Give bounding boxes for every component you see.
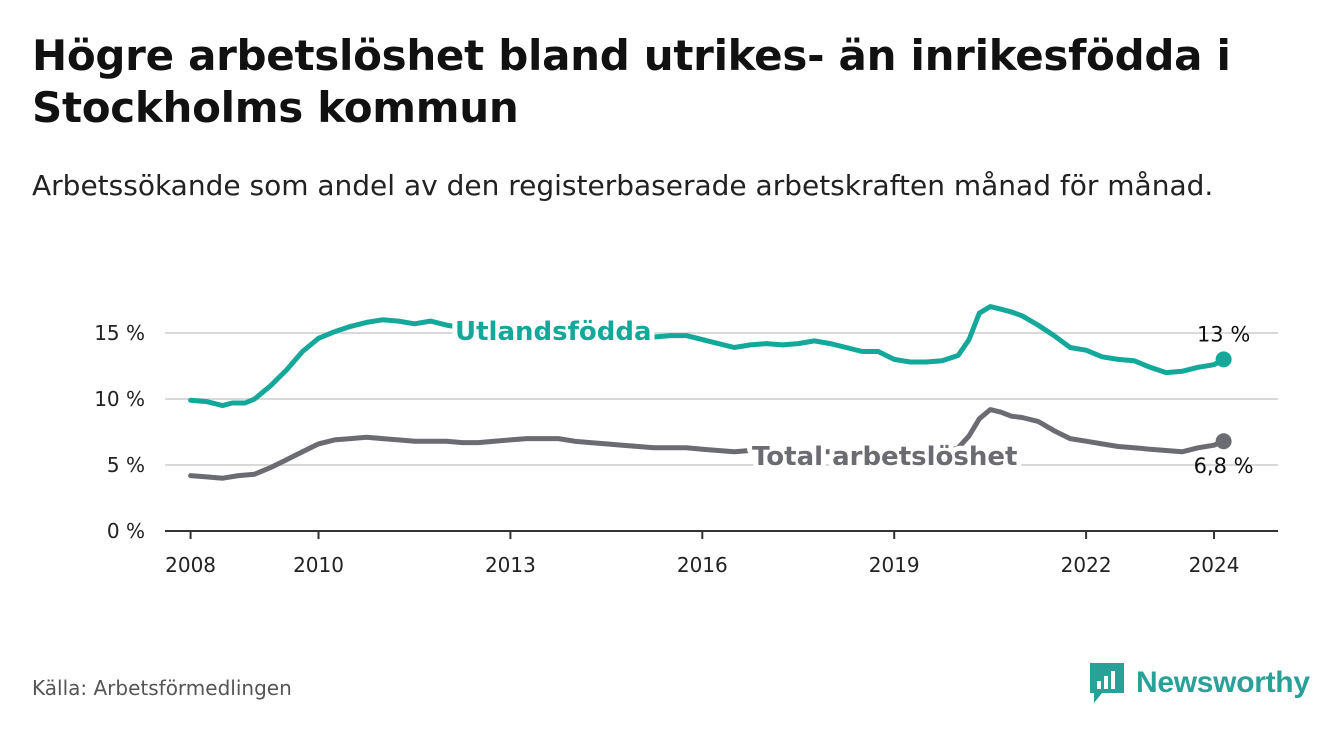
series-layer [188,304,1232,481]
x-tick-label: 2008 [165,553,216,577]
brand-logo[interactable]: Newsworthy [1088,660,1310,706]
chart-title: Högre arbetslöshet bland utrikes- än inr… [32,31,1231,132]
x-tick-label: 2013 [485,553,536,577]
x-tick-label: 2019 [869,553,920,577]
series-line-total [188,407,1227,481]
series-end-label: 6,8 % [1194,454,1254,478]
series-label: Total arbetslöshet [752,442,1017,472]
series-label: Utlandsfödda [455,317,652,347]
newsworthy-logo-icon [1090,663,1124,703]
line-chart: 0 % 5 % 10 % 15 % 2008 2010 2013 2016 2019 2022 20… [94,304,1278,577]
source-note: Källa: Arbetsförmedlingen [32,676,292,700]
series-label-halo: Utlandsfödda [455,317,652,347]
chart-subtitle: Arbetssökande som andel av den registerb… [32,169,1214,202]
axis-layer: 0 % 5 % 10 % 15 % 2008 2010 2013 2016 2019 2022 20… [94,321,1278,577]
y-tick-label: 5 % [107,453,145,477]
y-tick-label: 0 % [107,519,145,543]
y-tick-label: 10 % [94,387,145,411]
x-tick-label: 2016 [677,553,728,577]
grid-layer [165,332,1278,466]
x-tick-label: 2024 [1189,553,1240,577]
series-line-utlandsfodda [188,304,1227,409]
y-tick-label: 15 % [94,321,145,345]
series-end-dot [1215,433,1232,450]
series-end-dot [1215,351,1232,368]
brand-name: Newsworthy [1136,666,1310,699]
series-label-halo: Total arbetslöshet [752,442,1017,472]
x-tick-label: 2022 [1061,553,1112,577]
series-end-label: 13 % [1197,322,1250,346]
x-tick-label: 2010 [293,553,344,577]
